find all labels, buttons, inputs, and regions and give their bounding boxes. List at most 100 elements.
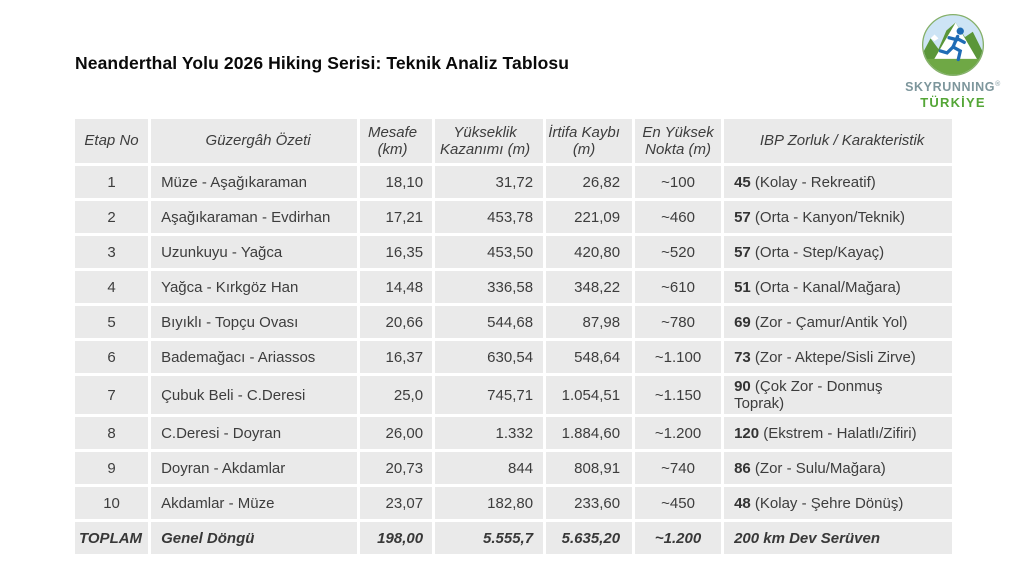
ibp-desc: (Kolay - Şehre Dönüş) xyxy=(750,494,904,512)
table-row-stage-6: 6 Bademağacı - Ariassos 16,37 630,54 548,64 ~… xyxy=(75,341,953,373)
ibp-difficulty-cell: 57 (Orta - Step/Kayaç) xyxy=(724,236,953,268)
highest-point-cell: ~610 xyxy=(635,271,722,303)
route-cell: Akdamlar - Müze xyxy=(151,487,358,519)
elevation-loss-cell: 233,60 xyxy=(546,487,633,519)
elevation-gain-cell: 630,54 xyxy=(435,341,544,373)
elevation-loss-cell: 1.884,60 xyxy=(546,417,633,449)
ibp-desc: (Ekstrem - Halatlı/Zifiri) xyxy=(759,424,917,442)
page-title: Neanderthal Yolu 2026 Hiking Serisi: Tek… xyxy=(75,53,569,73)
distance-cell: 25,0 xyxy=(360,376,433,414)
ibp-score: 51 xyxy=(734,278,751,296)
highest-point-cell: ~1.200 xyxy=(635,522,722,554)
route-cell: Uzunkuyu - Yağca xyxy=(151,236,358,268)
elevation-gain-cell: 544,68 xyxy=(435,306,544,338)
logo-brand-text: SKYRUNNING xyxy=(905,80,996,94)
skyrunning-logo-icon xyxy=(921,13,985,77)
ibp-difficulty-cell: 86 (Zor - Sulu/Mağara) xyxy=(724,452,953,484)
elevation-gain-cell: 31,72 xyxy=(435,166,544,198)
table-row-stage-9: 9 Doyran - Akdamlar 20,73 844 808,91 ~740 86 (… xyxy=(75,452,953,484)
etap-no-cell: 5 xyxy=(75,306,149,338)
col-header-ibp-difficulty: IBP Zorluk / Karakteristik xyxy=(724,119,953,163)
ibp-difficulty-cell: 48 (Kolay - Şehre Dönüş) xyxy=(724,487,953,519)
distance-cell: 16,35 xyxy=(360,236,433,268)
etap-no-cell: 6 xyxy=(75,341,149,373)
elevation-gain-cell: 844 xyxy=(435,452,544,484)
ibp-score: 57 xyxy=(734,208,751,226)
logo-country-text: TÜRKİYE xyxy=(920,95,986,110)
route-cell: Bıyıklı - Topçu Ovası xyxy=(151,306,358,338)
ibp-desc: (Orta - Kanal/Mağara) xyxy=(750,278,901,296)
ibp-difficulty-cell: 200 km Dev Serüven xyxy=(724,522,953,554)
ibp-score: 90 xyxy=(734,378,751,395)
table-row-stage-10: 10 Akdamlar - Müze 23,07 182,80 233,60 ~450 48… xyxy=(75,487,953,519)
ibp-score: 57 xyxy=(734,243,751,261)
elevation-gain-cell: 745,71 xyxy=(435,376,544,414)
ibp-desc: (Çok Zor - Donmuş Toprak) xyxy=(734,378,883,412)
elevation-loss-cell: 5.635,20 xyxy=(546,522,633,554)
elevation-gain-cell: 336,58 xyxy=(435,271,544,303)
table-row-stage-2: 2 Aşağıkaraman - Evdirhan 17,21 453,78 221,0… xyxy=(75,201,953,233)
distance-cell: 18,10 xyxy=(360,166,433,198)
registered-mark-icon: ® xyxy=(995,80,1001,88)
elevation-loss-cell: 548,64 xyxy=(546,341,633,373)
elevation-loss-cell: 26,82 xyxy=(546,166,633,198)
ibp-desc: (Zor - Sulu/Mağara) xyxy=(750,459,886,477)
logo-brand-line: SKYRUNNING® xyxy=(893,80,1013,94)
table-row-stage-5: 5 Bıyıklı - Topçu Ovası 20,66 544,68 87,98 ~7… xyxy=(75,306,953,338)
route-cell: Çubuk Beli - C.Deresi xyxy=(151,376,358,414)
elevation-loss-cell: 221,09 xyxy=(546,201,633,233)
etap-no-cell: 3 xyxy=(75,236,149,268)
distance-cell: 16,37 xyxy=(360,341,433,373)
route-cell: Genel Döngü xyxy=(151,522,358,554)
etap-no-cell: 4 xyxy=(75,271,149,303)
elevation-gain-cell: 182,80 xyxy=(435,487,544,519)
distance-cell: 20,66 xyxy=(360,306,433,338)
ibp-difficulty-cell: 69 (Zor - Çamur/Antik Yol) xyxy=(724,306,953,338)
route-cell: C.Deresi - Doyran xyxy=(151,417,358,449)
ibp-desc: (Orta - Kanyon/Teknik) xyxy=(750,208,905,226)
ibp-score: 86 xyxy=(734,459,751,477)
ibp-desc: (Kolay - Rekreatif) xyxy=(750,173,876,191)
table-body: 1 Müze - Aşağıkaraman 18,10 31,72 26,82 ~100 4… xyxy=(75,166,953,554)
etap-no-cell: 9 xyxy=(75,452,149,484)
ibp-desc: (Zor - Aktepe/Sisli Zirve) xyxy=(750,348,916,366)
skyrunning-logo: SKYRUNNING® TÜRKİYE xyxy=(893,12,1013,110)
etap-no-cell: 2 xyxy=(75,201,149,233)
table-row-stage-7: 7 Çubuk Beli - C.Deresi 25,0 745,71 1.054,51… xyxy=(75,376,953,414)
col-header-etap-no: Etap No xyxy=(75,119,149,163)
elevation-loss-cell: 348,22 xyxy=(546,271,633,303)
elevation-gain-cell: 453,50 xyxy=(435,236,544,268)
header-row: Etap No Güzergâh Özeti Mesafe (km) Yüksekli… xyxy=(75,119,953,163)
elevation-loss-cell: 420,80 xyxy=(546,236,633,268)
col-header-highest-point: En Yüksek Nokta (m) xyxy=(635,119,722,163)
elevation-gain-cell: 453,78 xyxy=(435,201,544,233)
route-cell: Bademağacı - Ariassos xyxy=(151,341,358,373)
col-header-route: Güzergâh Özeti xyxy=(151,119,358,163)
distance-cell: 23,07 xyxy=(360,487,433,519)
table-row-stage-3: 3 Uzunkuyu - Yağca 16,35 453,50 420,80 ~520 57… xyxy=(75,236,953,268)
etap-no-cell: 7 xyxy=(75,376,149,414)
col-header-elevation-loss: İrtifa Kaybı (m) xyxy=(546,119,633,163)
ibp-score: 48 xyxy=(734,494,751,512)
ibp-difficulty-cell: 51 (Orta - Kanal/Mağara) xyxy=(724,271,953,303)
highest-point-cell: ~1.150 xyxy=(635,376,722,414)
highest-point-cell: ~460 xyxy=(635,201,722,233)
ibp-difficulty-cell: 120 (Ekstrem - Halatlı/Zifiri) xyxy=(724,417,953,449)
etap-no-cell: 1 xyxy=(75,166,149,198)
route-cell: Yağca - Kırkgöz Han xyxy=(151,271,358,303)
route-cell: Müze - Aşağıkaraman xyxy=(151,166,358,198)
distance-cell: 17,21 xyxy=(360,201,433,233)
route-cell: Doyran - Akdamlar xyxy=(151,452,358,484)
highest-point-cell: ~450 xyxy=(635,487,722,519)
table-row-stage-8: 8 C.Deresi - Doyran 26,00 1.332 1.884,60 ~1.2… xyxy=(75,417,953,449)
ibp-desc: (Zor - Çamur/Antik Yol) xyxy=(750,313,908,331)
ibp-difficulty-cell: 73 (Zor - Aktepe/Sisli Zirve) xyxy=(724,341,953,373)
elevation-loss-cell: 1.054,51 xyxy=(546,376,633,414)
table-row-stage-4: 4 Yağca - Kırkgöz Han 14,48 336,58 348,22 ~61… xyxy=(75,271,953,303)
ibp-score: 120 xyxy=(734,424,760,442)
ibp-score: 73 xyxy=(734,348,751,366)
highest-point-cell: ~780 xyxy=(635,306,722,338)
ibp-difficulty-cell: 57 (Orta - Kanyon/Teknik) xyxy=(724,201,953,233)
col-header-distance: Mesafe (km) xyxy=(360,119,433,163)
